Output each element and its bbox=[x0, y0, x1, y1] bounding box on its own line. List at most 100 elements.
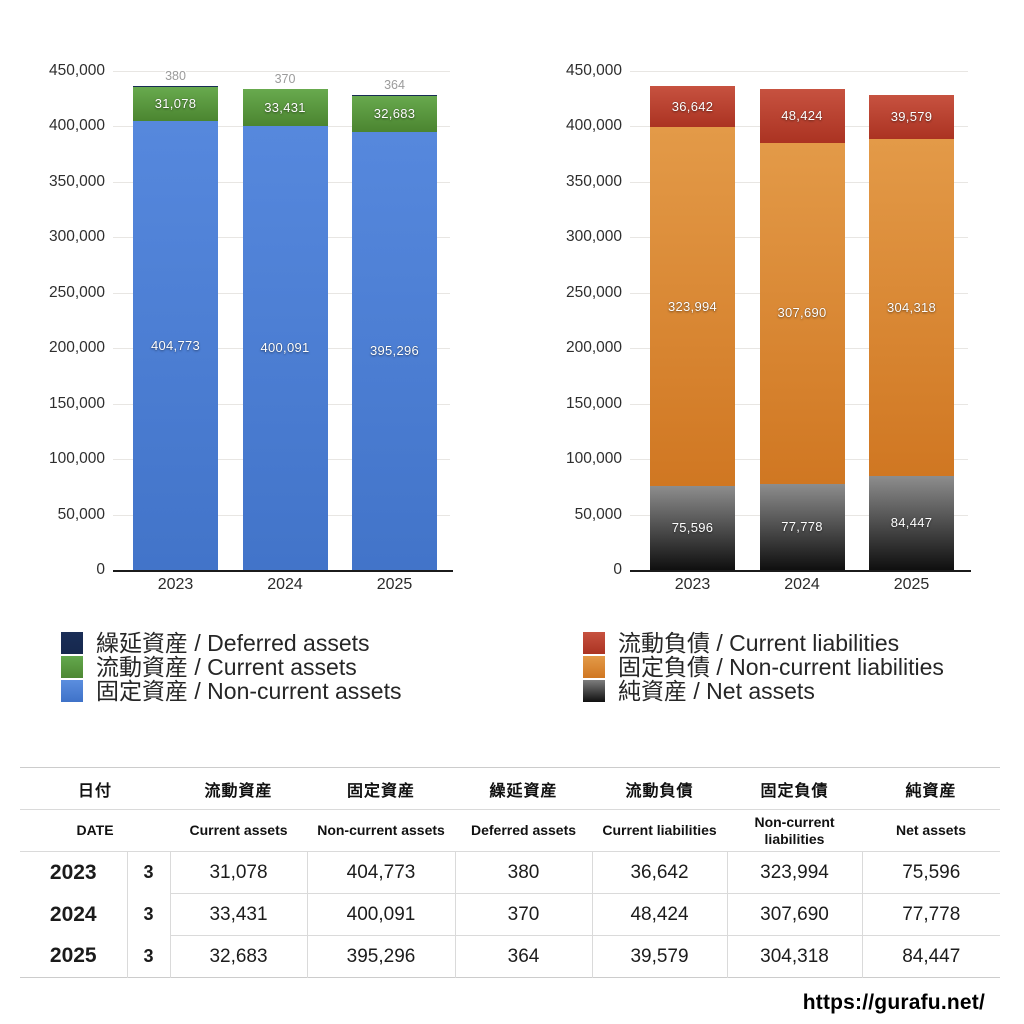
table-header-en: Non-current assets bbox=[307, 809, 456, 852]
bar-segment bbox=[759, 483, 845, 570]
assets-chart-legend: 繰延資産 / Deferred assets 流動資産 / Current ass… bbox=[61, 631, 401, 703]
legend-item: 固定資産 / Non-current assets bbox=[61, 679, 401, 703]
balance-sheet-table: 日付 流動資産 固定資産 繰延資産 流動負債 固定負債 純資産 DATE Current ass… bbox=[20, 767, 1001, 978]
x-axis-category-label: 2024 bbox=[784, 576, 820, 593]
table-cell-value: 380 bbox=[454, 851, 593, 894]
x-axis-line bbox=[113, 570, 453, 572]
bar-segment bbox=[242, 126, 328, 570]
table-cell-value: 404,773 bbox=[306, 851, 456, 894]
y-axis-tick-label: 300,000 bbox=[565, 228, 622, 246]
bar-value-label: 77,778 bbox=[781, 518, 823, 534]
table-cell-value: 33,431 bbox=[170, 893, 308, 936]
y-axis-tick-label: 450,000 bbox=[565, 62, 622, 79]
table-header-ja: 純資産 bbox=[862, 767, 1001, 810]
table-cell-month: 3 bbox=[126, 893, 171, 936]
x-axis-category-label: 2023 bbox=[674, 576, 711, 593]
table-cell-year: 2025 bbox=[49, 944, 97, 968]
x-axis-category-label: 2023 bbox=[157, 576, 194, 593]
bar-value-label-outside: 364 bbox=[384, 78, 405, 92]
table-cell-value: 48,424 bbox=[591, 893, 728, 936]
table-cell-value: 307,690 bbox=[726, 893, 863, 936]
gridline bbox=[113, 71, 450, 72]
table-cell-value: 84,447 bbox=[861, 935, 1001, 978]
x-axis-category-label: 2024 bbox=[267, 576, 303, 593]
bar-value-label: 39,579 bbox=[890, 108, 933, 124]
table-cell-value: 364 bbox=[454, 935, 593, 978]
legend-color-swatch bbox=[61, 680, 83, 702]
table-header-en: DATE bbox=[20, 809, 171, 852]
y-axis-tick-label: 0 bbox=[96, 561, 105, 578]
table-cell-year: 2024 bbox=[49, 902, 97, 926]
table-cell-value: 400,091 bbox=[306, 893, 456, 936]
bar-value-label: 75,596 bbox=[671, 520, 714, 536]
y-axis-tick-label: 250,000 bbox=[48, 283, 105, 301]
bar-segment bbox=[133, 86, 218, 122]
bar-segment bbox=[759, 88, 845, 143]
legend-color-swatch bbox=[583, 680, 605, 702]
bar-segment bbox=[650, 486, 735, 570]
table-cell-value: 395,296 bbox=[306, 935, 456, 978]
legend-color-swatch bbox=[61, 656, 83, 678]
legend-item-label: 固定負債 / Non-current liabilities bbox=[618, 654, 944, 680]
table-header-ja: 固定負債 bbox=[727, 767, 863, 810]
table-cell-value: 32,683 bbox=[170, 935, 308, 978]
bar-segment bbox=[869, 95, 954, 139]
bar-segment bbox=[650, 126, 735, 487]
table-header-en: Non-current liabilities bbox=[727, 809, 863, 852]
y-axis-tick-label: 0 bbox=[613, 561, 622, 578]
bar-segment bbox=[242, 89, 328, 127]
bar-segment bbox=[869, 138, 954, 477]
table-header-ja: 繰延資産 bbox=[455, 767, 593, 810]
legend-color-swatch bbox=[61, 632, 83, 654]
site-url[interactable]: https://gurafu.net/ bbox=[802, 991, 985, 1014]
bar-value-label-outside: 370 bbox=[274, 71, 296, 86]
table-row: 2025 3 32,683 395,296 364 39,579 304,318 84,447 bbox=[20, 935, 1001, 978]
table-cell-month: 3 bbox=[126, 851, 171, 894]
bar-segment bbox=[650, 86, 735, 127]
table-header-ja: 流動資産 bbox=[170, 767, 308, 810]
table-header-en: Current liabilities bbox=[592, 809, 728, 852]
bar-segment bbox=[133, 86, 218, 87]
legend-color-swatch bbox=[583, 656, 605, 678]
gridline bbox=[630, 71, 968, 72]
table-header-en: Deferred assets bbox=[455, 809, 593, 852]
table-header-en: Current assets bbox=[170, 809, 308, 852]
x-axis-line bbox=[630, 570, 971, 572]
legend-item-label: 繰延資産 / Deferred assets bbox=[96, 630, 370, 656]
bar-segment bbox=[759, 142, 845, 484]
legend-item: 固定負債 / Non-current liabilities bbox=[583, 655, 944, 679]
table-cell-value: 370 bbox=[454, 893, 593, 936]
legend-item: 流動資産 / Current assets bbox=[61, 655, 401, 679]
bar-value-label: 84,447 bbox=[890, 515, 933, 531]
y-axis-tick-label: 250,000 bbox=[565, 283, 622, 301]
y-axis-tick-label: 350,000 bbox=[565, 172, 622, 190]
legend-item-label: 流動資産 / Current assets bbox=[96, 654, 357, 680]
bar-value-label: 307,690 bbox=[777, 305, 827, 321]
x-axis-category-label: 2025 bbox=[376, 576, 413, 593]
y-axis-tick-label: 150,000 bbox=[565, 394, 622, 412]
bar-segment bbox=[352, 95, 437, 132]
table-header-ja: 日付 bbox=[20, 767, 171, 810]
y-axis-tick-label: 100,000 bbox=[565, 450, 622, 468]
bar-segment bbox=[242, 88, 328, 90]
bar-value-label: 36,642 bbox=[671, 98, 714, 114]
y-axis-tick-label: 350,000 bbox=[48, 172, 105, 190]
table-header-ja: 固定資産 bbox=[307, 767, 456, 810]
y-axis-tick-label: 150,000 bbox=[48, 394, 105, 412]
y-axis-tick-label: 50,000 bbox=[57, 505, 105, 523]
bar-value-label: 304,318 bbox=[886, 299, 937, 315]
table-cell-month: 3 bbox=[126, 935, 171, 978]
y-axis-tick-label: 50,000 bbox=[574, 505, 622, 523]
table-cell-value: 31,078 bbox=[209, 861, 268, 883]
bar-value-label: 323,994 bbox=[667, 298, 718, 314]
legend-item: 流動負債 / Current liabilities bbox=[583, 631, 944, 655]
table-cell-value: 77,778 bbox=[861, 893, 1001, 936]
y-axis-tick-label: 450,000 bbox=[48, 62, 105, 79]
bar-segment bbox=[352, 131, 437, 570]
legend-item-label: 流動負債 / Current liabilities bbox=[618, 630, 900, 656]
bar-value-label: 404,773 bbox=[150, 337, 201, 353]
legend-item: 繰延資産 / Deferred assets bbox=[61, 631, 401, 655]
legend-color-swatch bbox=[583, 632, 605, 654]
bar-value-label: 32,683 bbox=[373, 105, 416, 121]
table-header-en: Net assets bbox=[862, 809, 1001, 852]
